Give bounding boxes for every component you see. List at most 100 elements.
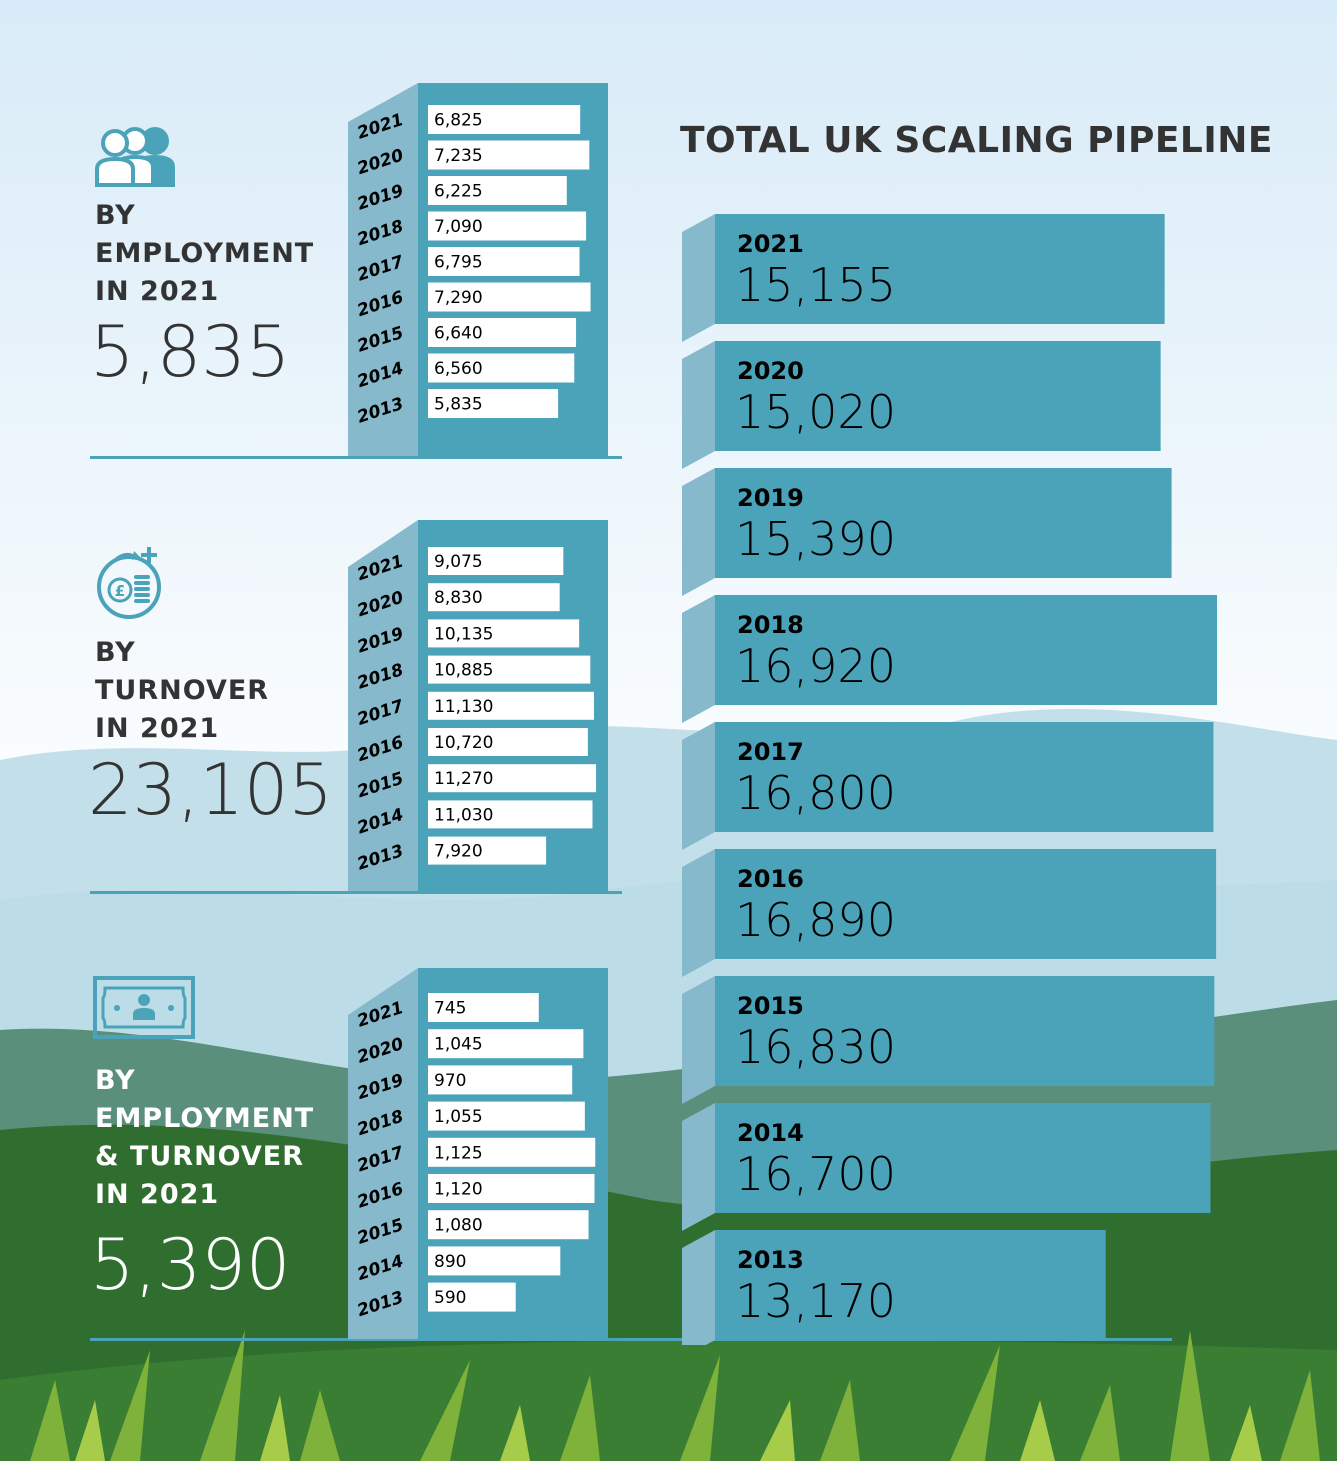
bar [428,1246,561,1276]
pipeline-bar-side [682,1103,715,1231]
people-icon [95,127,175,187]
pipeline-year-label: 2018 [737,611,804,639]
employment-building-chart: 6,82520217,23520206,22520197,09020186,79… [348,83,608,456]
pipeline-year-label: 2013 [737,1246,804,1274]
pipeline-year-label: 2021 [737,230,804,258]
bar-value-label: 1,055 [434,1107,483,1127]
bar [428,583,560,612]
label-line: IN 2021 [95,713,220,744]
bar-value-label: 6,225 [434,182,483,202]
bar [428,993,539,1022]
panel-employment-label: BY EMPLOYMENT IN 2021 [95,197,314,311]
bar [428,1174,595,1203]
label-line: TURNOVER [95,675,270,706]
panel-emp-turnover-label: BY EMPLOYMENT & TURNOVER IN 2021 [95,1062,314,1214]
bar-value-label: 7,235 [434,146,483,166]
pipeline-bar-side [682,341,715,469]
label-line: EMPLOYMENT [95,238,315,269]
panel-employment-total: 5,835 [90,311,291,393]
bar-value-label: 745 [434,999,466,1019]
label-line: & TURNOVER [95,1141,305,1172]
bar-value-label: 6,640 [434,324,483,344]
bar [428,105,581,134]
pipeline-bar [715,1103,1211,1213]
bar [428,836,547,865]
pipeline-bar-side [682,468,715,596]
building-side [348,520,418,891]
bar-value-label: 11,130 [434,697,493,717]
bar-value-label: 890 [434,1252,466,1272]
pipeline-year-label: 2017 [737,738,804,766]
bar-value-label: 10,720 [434,733,493,753]
pipeline-bar-side [682,849,715,977]
pipeline-bar [715,214,1165,324]
svg-text:£: £ [115,582,125,600]
bar [428,800,593,829]
bar [428,691,594,720]
bar-value-label: 590 [434,1288,466,1308]
bar [428,140,590,170]
pipeline-value-label: 16,700 [735,1147,896,1201]
label-line: BY [95,1065,136,1096]
bar [428,764,597,793]
bar-value-label: 1,045 [434,1035,483,1055]
bar [428,1137,596,1167]
building-side [348,968,418,1339]
bar-value-label: 11,270 [434,769,493,789]
bar-value-label: 6,825 [434,111,483,131]
bar [428,1101,585,1131]
pipeline-bar [715,976,1215,1086]
pipeline-year-label: 2016 [737,865,804,893]
pipeline-year-label: 2015 [737,992,804,1020]
bar [428,211,587,241]
bar-value-label: 7,290 [434,288,483,308]
label-line: EMPLOYMENT [95,1103,315,1134]
pipeline-value-label: 16,830 [735,1020,896,1074]
bar [428,1065,573,1095]
pipeline-year-label: 2019 [737,484,804,512]
baseline-line [90,1338,1172,1341]
bar [428,389,559,418]
bar-value-label: 7,920 [434,842,483,862]
money-growth-icon: £ [97,547,161,619]
building-side [348,83,418,456]
pipeline-bar-side [682,976,715,1104]
bar [428,728,588,756]
label-line: IN 2021 [95,276,220,307]
pipeline-bar [715,468,1172,578]
chart-title: TOTAL UK SCALING PIPELINE [680,120,1273,161]
bar-value-label: 7,090 [434,217,483,237]
bar-value-label: 10,135 [434,624,493,644]
pipeline-value-label: 15,155 [735,258,896,312]
pipeline-bar-side [682,214,715,342]
label-line: BY [95,637,136,668]
pipeline-value-label: 16,890 [735,893,896,947]
bar [428,176,567,205]
pipeline-bar-side [682,595,715,723]
bar [428,247,580,276]
bar-value-label: 11,030 [434,805,493,825]
pipeline-value-label: 15,020 [735,385,896,439]
pipeline-bar [715,1230,1106,1340]
pipeline-bar [715,722,1214,832]
panel-emp-turnover-total: 5,390 [90,1224,291,1306]
pipeline-value-label: 16,800 [735,766,896,820]
pipeline-value-label: 15,390 [735,512,896,566]
emp-turnover-building-chart: 74520211,045202097020191,05520181,125201… [348,968,608,1339]
bar-value-label: 9,075 [434,552,483,572]
bar [428,1029,584,1059]
bar [428,318,577,347]
bar-value-label: 1,080 [434,1216,483,1236]
baseline-line [90,456,622,459]
bar-value-label: 970 [434,1071,466,1091]
bar-value-label: 10,885 [434,661,493,681]
pipeline-bar [715,595,1217,705]
panel-turnover-label: BY TURNOVER IN 2021 [95,634,269,748]
bar [428,353,575,383]
bar-value-label: 6,795 [434,253,483,273]
bar [428,1210,589,1240]
label-line: IN 2021 [95,1179,220,1210]
bar-value-label: 6,560 [434,359,483,379]
